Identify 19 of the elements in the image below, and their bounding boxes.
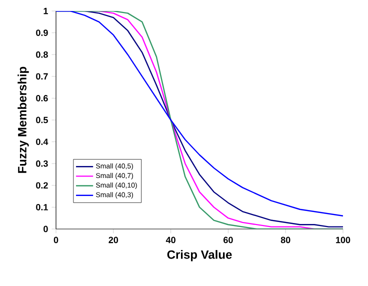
y-tick-label: 0.1	[36, 204, 48, 210]
y-tick-label: 0.6	[36, 95, 48, 102]
y-tick-label: 0.4	[36, 138, 48, 145]
x-tick-label: 80	[280, 236, 290, 244]
x-tick-label: 60	[224, 236, 233, 244]
y-tick-label: 0.5	[36, 116, 48, 124]
y-tick-label: 0.2	[36, 182, 48, 189]
x-tick-label: 20	[108, 236, 118, 244]
y-tick-label: 0	[44, 226, 48, 232]
x-tick-label: 0	[54, 236, 58, 244]
y-tick-label: 1	[44, 8, 48, 14]
x-tick-label: 100	[336, 236, 350, 244]
y-tick-label: 0.8	[36, 51, 48, 58]
x-tick-label: 40	[166, 236, 176, 244]
y-axis-title: Fuzzy Membership	[18, 66, 29, 173]
y-tick-label: 0.3	[36, 160, 48, 167]
y-tick-label: 0.9	[36, 30, 48, 36]
y-tick-label: 0.7	[36, 73, 48, 80]
x-axis-title: Crisp Value	[167, 250, 232, 262]
